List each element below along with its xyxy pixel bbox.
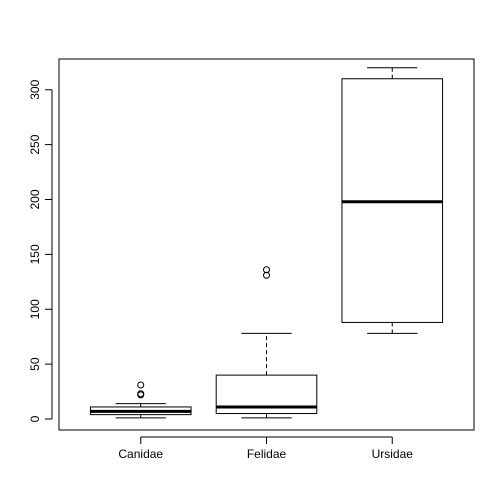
plot-frame	[58, 58, 475, 431]
y-tick-label: 300	[28, 79, 42, 99]
outlier-point	[137, 381, 145, 389]
box-canidae	[89, 381, 192, 419]
outlier-point	[263, 266, 270, 274]
x-axis: Canidae Felidae Ursidae	[118, 436, 414, 461]
boxes	[89, 67, 444, 419]
y-axis: 0 50 100 150 200 250 300	[28, 79, 53, 422]
x-tick-label: Ursidae	[372, 447, 414, 461]
y-tick-label: 0	[28, 415, 42, 422]
box-felidae	[215, 266, 318, 419]
outlier-point	[137, 390, 145, 398]
x-tick-label: Canidae	[118, 447, 163, 461]
y-tick-label: 50	[28, 357, 42, 371]
y-tick-label: 100	[28, 299, 42, 319]
y-tick-label: 200	[28, 189, 42, 209]
box-ursidae	[341, 67, 444, 334]
y-tick-label: 250	[28, 134, 42, 154]
x-tick-label: Felidae	[247, 447, 287, 461]
y-tick-label: 150	[28, 244, 42, 264]
outlier-point	[263, 271, 270, 279]
